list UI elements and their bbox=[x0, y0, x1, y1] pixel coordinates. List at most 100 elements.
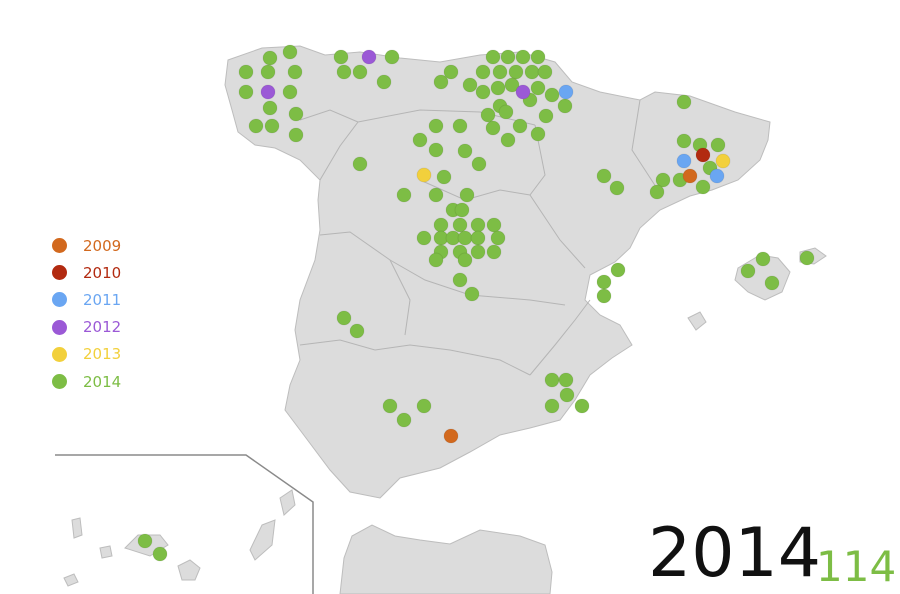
point-2014 bbox=[695, 179, 711, 195]
legend-item-2013: 2013 bbox=[52, 341, 121, 368]
legend-swatch bbox=[52, 346, 67, 362]
point-2014 bbox=[596, 288, 612, 304]
point-2014 bbox=[475, 84, 491, 100]
point-2014 bbox=[352, 156, 368, 172]
point-2014 bbox=[459, 187, 475, 203]
legend-item-2010: 2010 bbox=[52, 259, 121, 286]
point-2014 bbox=[443, 64, 459, 80]
balearic-ibiza bbox=[687, 311, 707, 331]
legend-label: 2010 bbox=[83, 263, 122, 282]
point-2014 bbox=[452, 217, 468, 233]
legend-swatch bbox=[52, 319, 67, 335]
point-2013 bbox=[715, 153, 731, 169]
point-2014 bbox=[433, 74, 449, 90]
point-2014 bbox=[544, 372, 560, 388]
point-2014 bbox=[485, 120, 501, 136]
point-2011 bbox=[676, 153, 692, 169]
point-2014 bbox=[428, 142, 444, 158]
legend-label: 2011 bbox=[83, 290, 122, 309]
point-2014 bbox=[475, 64, 491, 80]
point-2014 bbox=[248, 118, 264, 134]
point-2014 bbox=[492, 64, 508, 80]
point-2009 bbox=[443, 428, 459, 444]
point-2014 bbox=[384, 49, 400, 65]
current-year: 2014 bbox=[648, 514, 822, 593]
point-2009 bbox=[682, 168, 698, 184]
legend-item-2014: 2014 bbox=[52, 368, 121, 395]
point-2010 bbox=[695, 147, 711, 163]
point-2014 bbox=[538, 108, 554, 124]
point-2014 bbox=[544, 87, 560, 103]
point-2014 bbox=[462, 77, 478, 93]
point-2014 bbox=[470, 217, 486, 233]
legend-label: 2012 bbox=[83, 318, 122, 337]
point-2014 bbox=[764, 275, 780, 291]
point-2014 bbox=[755, 251, 771, 267]
point-2014 bbox=[433, 217, 449, 233]
point-2014 bbox=[609, 180, 625, 196]
canary-fuerteventura bbox=[249, 519, 276, 561]
point-2014 bbox=[676, 133, 692, 149]
canary-la-palma bbox=[71, 517, 83, 539]
legend-swatch bbox=[52, 292, 67, 308]
point-2011 bbox=[709, 168, 725, 184]
point-2014 bbox=[596, 274, 612, 290]
point-2014 bbox=[457, 143, 473, 159]
point-2014 bbox=[470, 244, 486, 260]
point-2014 bbox=[454, 202, 470, 218]
point-2014 bbox=[336, 310, 352, 326]
point-2014 bbox=[500, 49, 516, 65]
point-2014 bbox=[490, 230, 506, 246]
point-2014 bbox=[416, 230, 432, 246]
point-2014 bbox=[262, 100, 278, 116]
point-2014 bbox=[416, 398, 432, 414]
point-2014 bbox=[544, 398, 560, 414]
point-2014 bbox=[457, 230, 473, 246]
point-2014 bbox=[740, 263, 756, 279]
point-2014 bbox=[485, 49, 501, 65]
point-2011 bbox=[558, 84, 574, 100]
point-2014 bbox=[457, 252, 473, 268]
point-2014 bbox=[336, 64, 352, 80]
north-africa-coast bbox=[339, 524, 553, 594]
point-2014 bbox=[412, 132, 428, 148]
canary-lanzarote bbox=[279, 489, 296, 516]
point-2014 bbox=[596, 168, 612, 184]
point-count: 114 bbox=[816, 542, 897, 591]
point-2014 bbox=[515, 49, 531, 65]
point-2014 bbox=[282, 84, 298, 100]
legend-swatch bbox=[52, 374, 67, 390]
point-2014 bbox=[610, 262, 626, 278]
canary-inset bbox=[55, 454, 314, 594]
legend-item-2012: 2012 bbox=[52, 314, 121, 341]
point-2014 bbox=[288, 127, 304, 143]
point-2014 bbox=[500, 132, 516, 148]
point-2014 bbox=[352, 64, 368, 80]
point-2014 bbox=[470, 230, 486, 246]
legend-label: 2014 bbox=[83, 372, 122, 391]
point-2014 bbox=[559, 387, 575, 403]
point-2014 bbox=[530, 126, 546, 142]
legend-item-2011: 2011 bbox=[52, 286, 121, 313]
point-2014 bbox=[452, 118, 468, 134]
point-2014 bbox=[490, 80, 506, 96]
points-other-years bbox=[260, 49, 731, 444]
point-2014 bbox=[486, 217, 502, 233]
point-2014 bbox=[349, 323, 365, 339]
point-2014 bbox=[504, 77, 520, 93]
point-2014 bbox=[649, 184, 665, 200]
point-2014 bbox=[537, 64, 553, 80]
canary-gran-canaria bbox=[177, 559, 201, 581]
point-2014 bbox=[480, 107, 496, 123]
point-2014 bbox=[436, 169, 452, 185]
point-2014 bbox=[464, 286, 480, 302]
point-2014 bbox=[282, 44, 298, 60]
legend: 2009 2010 2011 2012 2013 2014 bbox=[52, 232, 121, 395]
points-2014 bbox=[137, 44, 815, 562]
point-2012 bbox=[260, 84, 276, 100]
point-2014 bbox=[557, 98, 573, 114]
point-2014 bbox=[471, 156, 487, 172]
point-2014 bbox=[524, 64, 540, 80]
point-2014 bbox=[428, 118, 444, 134]
